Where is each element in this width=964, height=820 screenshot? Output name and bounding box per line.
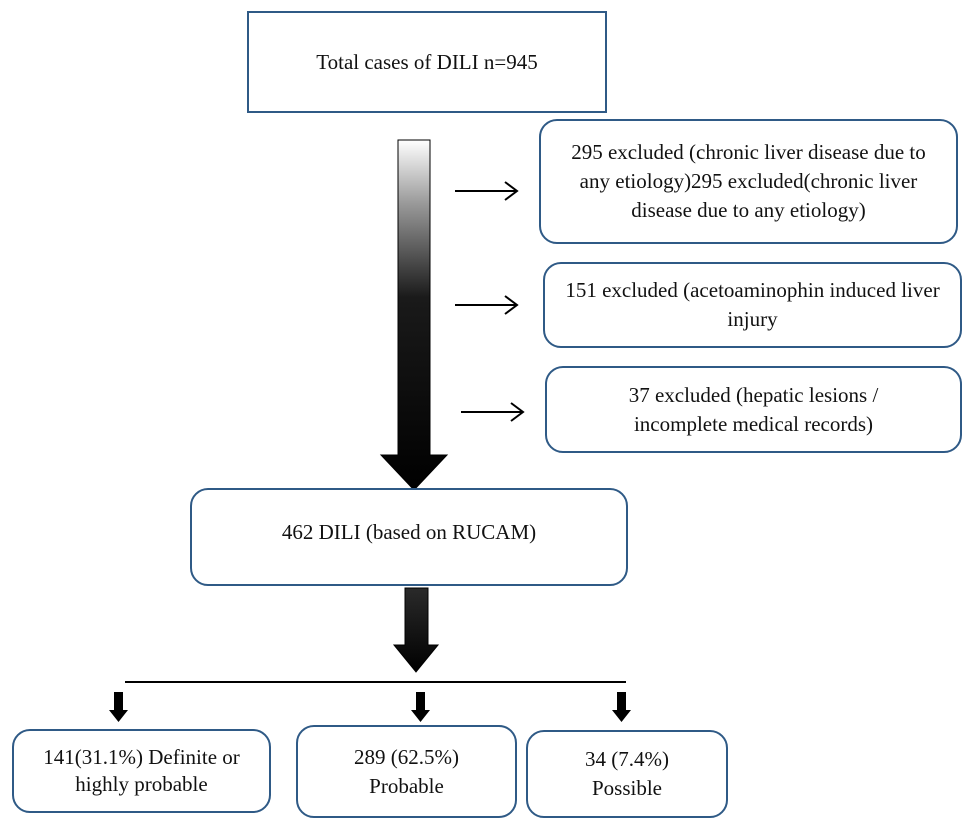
exclusion-arrow-2 — [455, 295, 519, 315]
definite-text: 141(31.1%) Definite or highly probable — [43, 744, 240, 796]
small-arrow-possible — [612, 692, 631, 722]
total-cases-text: Total cases of DILI n=945 — [316, 49, 538, 74]
total-cases-box: Total cases of DILI n=945 — [247, 11, 607, 113]
excluded-lesions-text: 37 excluded (hepatic lesions / incomplet… — [628, 382, 879, 436]
definite-box: 141(31.1%) Definite or highly probable — [12, 729, 271, 813]
excluded-acetaminophen-box: 151 excluded (acetoaminophin induced liv… — [543, 262, 962, 348]
possible-label: Possible — [591, 776, 662, 800]
probable-box: 289 (62.5%) Probable — [296, 725, 517, 818]
rucam-box: 462 DILI (based on RUCAM) — [190, 488, 628, 586]
probable-value: 289 (62.5%) — [354, 744, 459, 769]
main-flow-arrow — [379, 139, 449, 491]
excluded-chronic-box: 295 excluded (chronic liver disease due … — [539, 119, 958, 244]
excluded-lesions-box: 37 excluded (hepatic lesions / incomplet… — [545, 366, 962, 453]
possible-box: 34 (7.4%) Possible — [526, 730, 728, 818]
excluded-acetaminophen-text: 151 excluded (acetoaminophin induced liv… — [565, 278, 940, 331]
small-arrow-probable — [411, 692, 430, 722]
small-arrow-definite — [109, 692, 128, 722]
rucam-text: 462 DILI (based on RUCAM) — [281, 520, 537, 544]
probable-label: Probable — [369, 773, 444, 798]
excluded-chronic-text: 295 excluded (chronic liver disease due … — [571, 140, 926, 222]
exclusion-arrow-1 — [455, 181, 519, 201]
possible-value: 34 (7.4%) — [585, 747, 669, 772]
rucam-down-arrow — [392, 587, 440, 673]
exclusion-arrow-3 — [461, 402, 525, 422]
